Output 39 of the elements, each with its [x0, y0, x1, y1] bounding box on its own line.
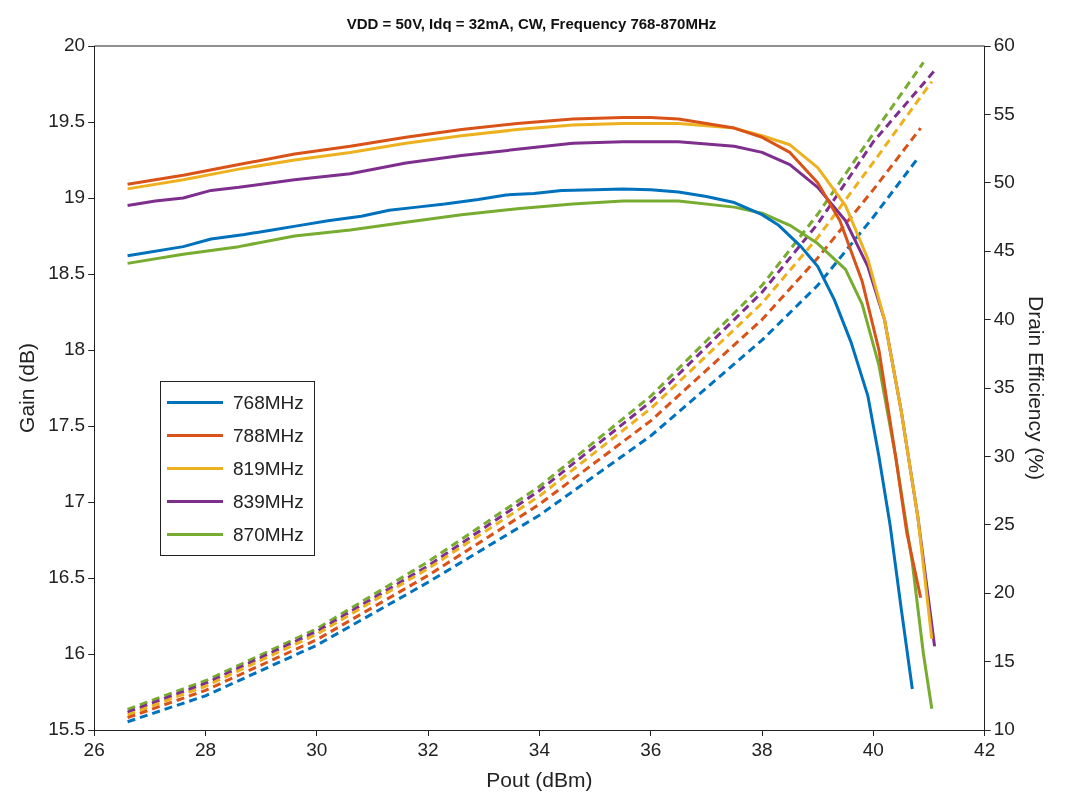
x-tick-label: 28 [194, 738, 217, 760]
x-tick-label: 26 [83, 738, 105, 760]
x-tick-label: 34 [528, 738, 551, 760]
legend-label: 839MHz [233, 490, 304, 513]
x-axis-title: Pout (dBm) [486, 768, 593, 792]
y2-tick-label: 60 [993, 34, 1015, 56]
legend-label: 788MHz [233, 424, 304, 447]
y2-tick-label: 15 [993, 649, 1015, 671]
x-tick-label: 40 [862, 738, 884, 760]
y-tick-label: 19 [64, 186, 86, 208]
y2-axis-title: Drain Efficiency (%) [1024, 296, 1048, 480]
x-tick-label: 36 [640, 738, 662, 760]
legend-label: 768MHz [233, 391, 304, 414]
y2-tick-label: 55 [993, 102, 1015, 124]
x-tick-label: 30 [306, 738, 328, 760]
y2-tick-label: 40 [993, 307, 1015, 329]
y-tick-label: 20 [64, 34, 86, 56]
y-axis-title: Gain (dB) [15, 343, 39, 433]
y-tick-label: 17.5 [48, 414, 86, 436]
y-tick-label: 16.5 [48, 566, 86, 588]
chart-title: VDD = 50V, Idq = 32mA, CW, Frequency 768-870MHz [346, 15, 717, 33]
y-tick-label: 17 [64, 490, 86, 512]
y-tick-label: 15.5 [48, 718, 86, 740]
y2-tick-label: 25 [993, 513, 1015, 535]
x-tick-label: 42 [974, 738, 996, 760]
y-tick-label: 19.5 [48, 110, 86, 132]
y2-tick-label: 45 [993, 239, 1015, 261]
y2-tick-label: 20 [993, 581, 1015, 603]
y-tick-label: 18 [64, 338, 86, 360]
y-tick-label: 18.5 [48, 262, 86, 284]
y2-tick-label: 50 [993, 171, 1015, 193]
y2-tick-label: 35 [993, 376, 1015, 398]
legend-label: 870MHz [233, 523, 304, 546]
x-tick-label: 38 [751, 738, 773, 760]
y2-tick-label: 10 [993, 718, 1015, 740]
y-tick-label: 16 [64, 642, 86, 664]
y2-tick-label: 30 [993, 444, 1015, 466]
x-tick-label: 32 [417, 738, 439, 760]
legend-label: 819MHz [233, 457, 304, 480]
